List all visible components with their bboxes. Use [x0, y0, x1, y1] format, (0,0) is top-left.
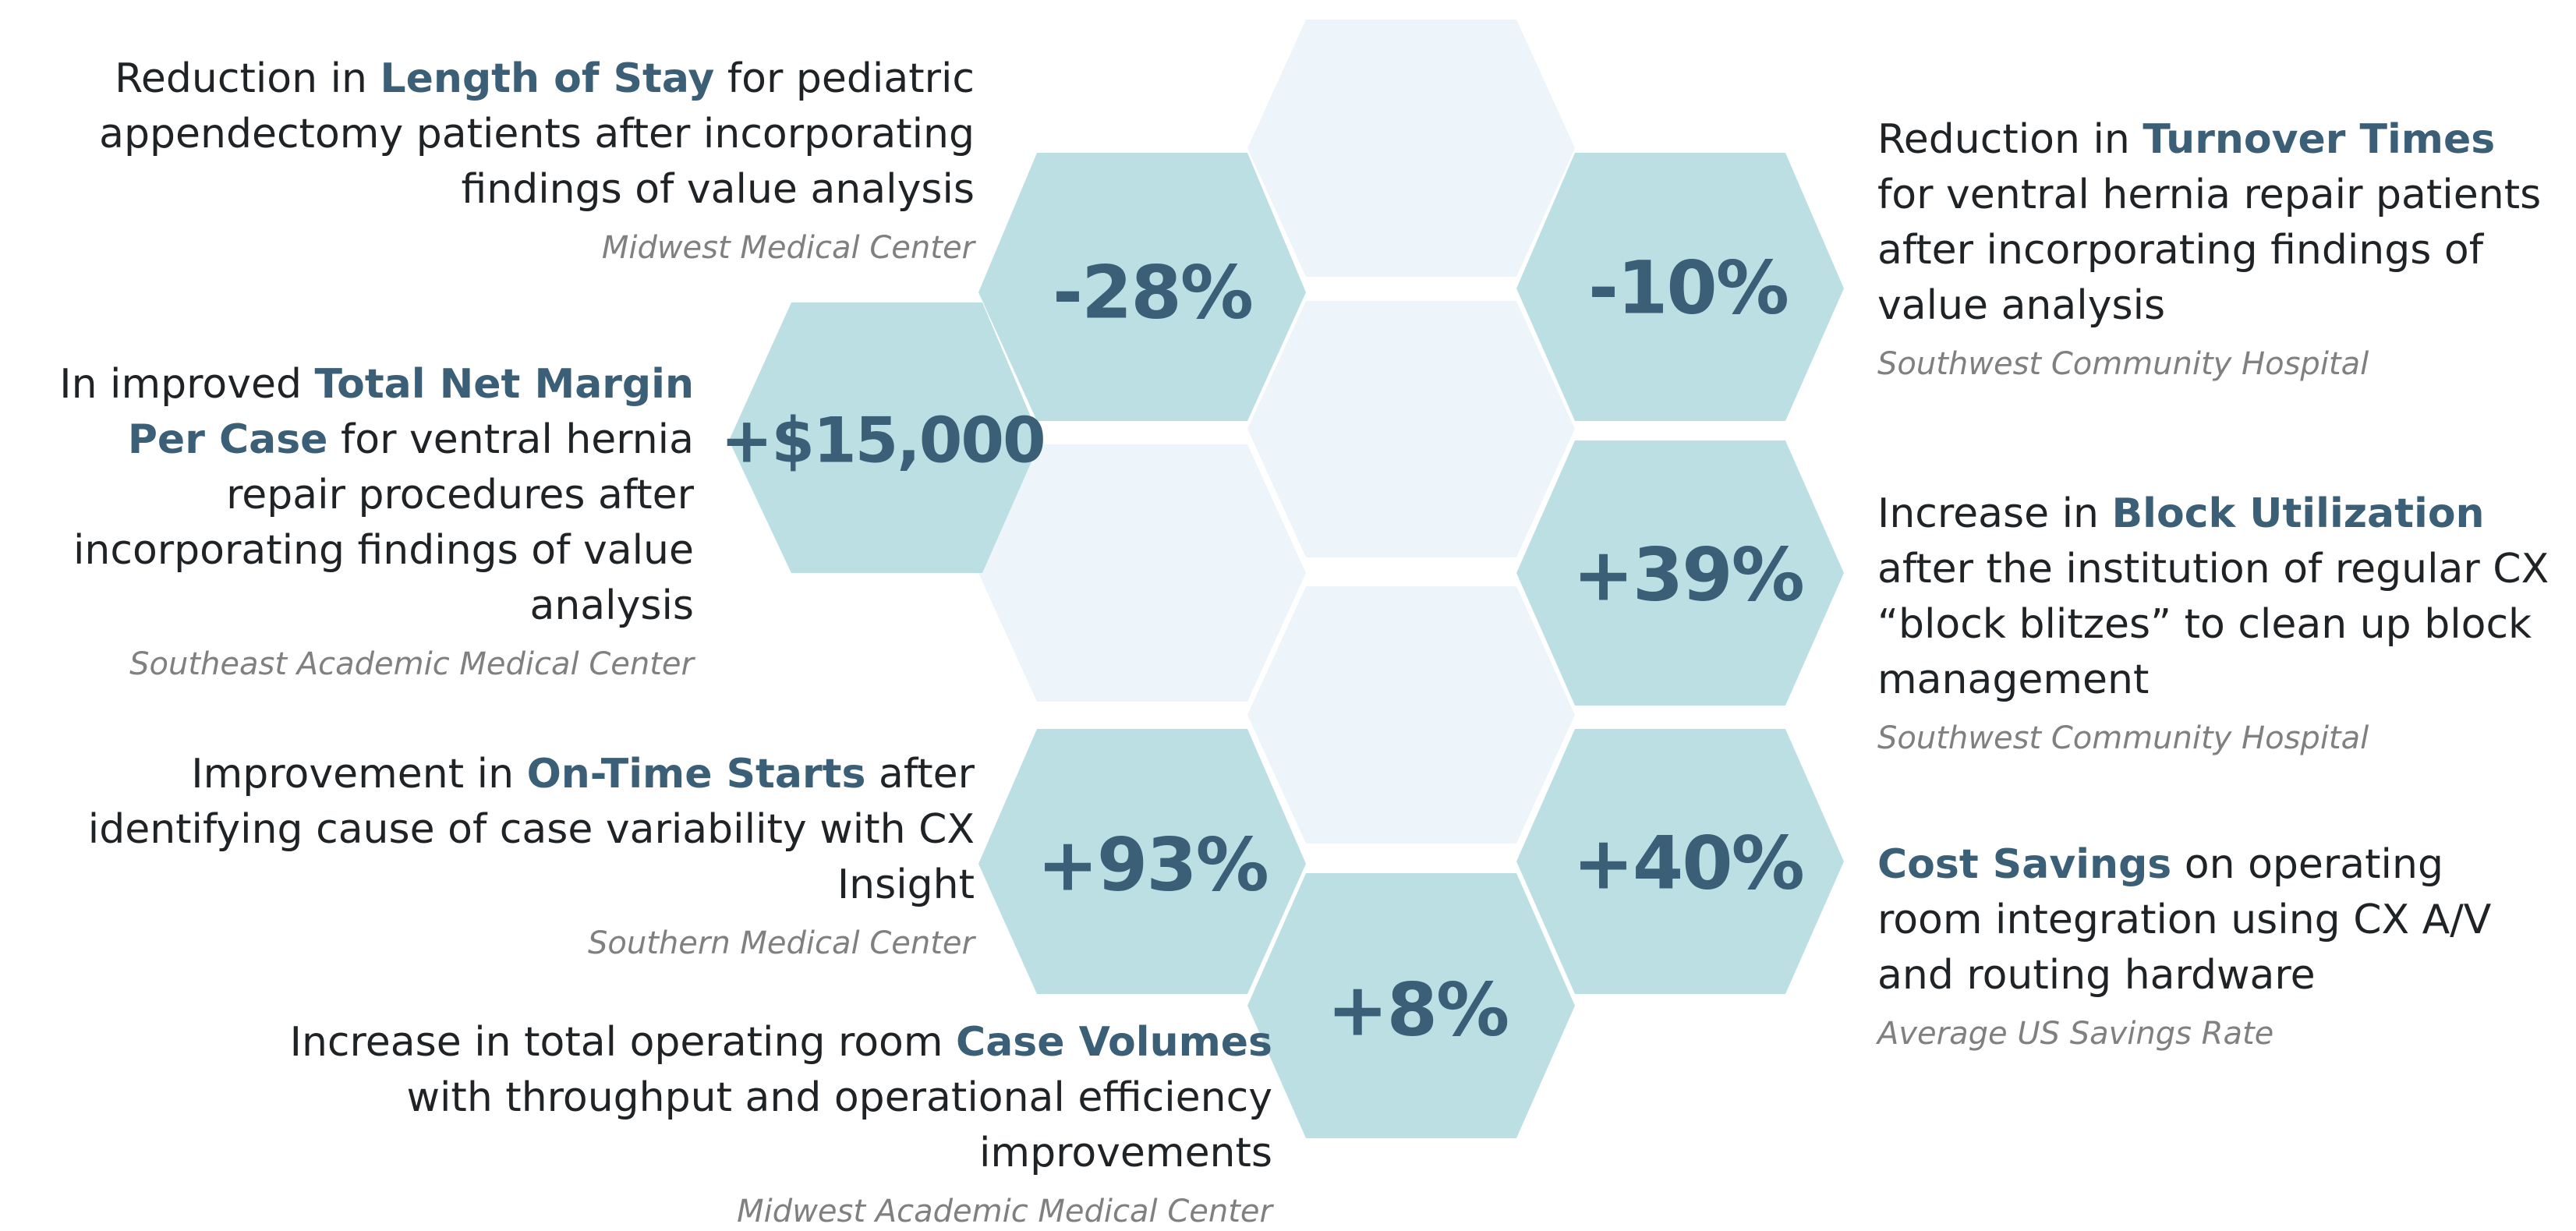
- stat-value: -28%: [1053, 251, 1252, 336]
- stat-value: +39%: [1573, 533, 1803, 618]
- callout-source: Southern Medical Center: [588, 925, 975, 961]
- callout-text: In improved Total Net Margin Per Case fo…: [59, 361, 694, 629]
- hexagon-decorative: [978, 444, 1306, 702]
- callout-turnover-times: Reduction in Turnover Times for ventral …: [1877, 112, 2564, 384]
- stat-hexagon-turnover-times: -10%: [1516, 153, 1844, 421]
- callout-case-volumes: Increase in total operating room Case Vo…: [196, 1015, 1272, 1231]
- callout-text: Reduction in Turnover Times for ventral …: [1877, 116, 2542, 329]
- callout-highlight: Case Volumes: [956, 1019, 1272, 1066]
- stat-value: +$15,000: [720, 405, 1044, 477]
- callout-source: Average US Savings Rate: [1877, 1016, 2274, 1052]
- callout-block-utilization: Increase in Block Utilization after the …: [1877, 486, 2564, 758]
- stat-value: +8%: [1327, 968, 1508, 1053]
- hexagon-cluster: -28% -10% +$15,000 +39% +93% +40% +8%: [720, 19, 1844, 1138]
- stat-value: +93%: [1037, 823, 1268, 908]
- callout-length-of-stay: Reduction in Length of Stay for pediatri…: [39, 51, 975, 267]
- callout-highlight: Turnover Times: [2143, 116, 2496, 163]
- hexagon-decorative: [1247, 19, 1575, 277]
- stat-hexagon-cost-savings: +40%: [1516, 729, 1844, 994]
- stat-hexagon-on-time-starts: +93%: [978, 729, 1306, 994]
- hexagon-decorative: [1247, 301, 1575, 557]
- callout-text: Improvement in On-Time Starts after iden…: [87, 751, 975, 908]
- stat-hexagon-net-margin: +$15,000: [720, 302, 1046, 573]
- callout-highlight: Total Net Margin Per Case: [127, 361, 694, 463]
- callout-on-time-starts: Improvement in On-Time Starts after iden…: [0, 747, 975, 963]
- stat-hexagon-block-utilization: +39%: [1516, 440, 1844, 706]
- callout-cost-savings: Cost Savings on operating room integrati…: [1877, 837, 2548, 1053]
- callout-highlight: On-Time Starts: [526, 751, 866, 798]
- callout-net-margin: In improved Total Net Margin Per Case fo…: [23, 357, 694, 684]
- callout-highlight: Cost Savings: [1877, 841, 2172, 888]
- stat-hexagon-case-volumes: +8%: [1247, 873, 1575, 1138]
- callout-highlight: Block Utilization: [2111, 490, 2485, 537]
- callout-text: Cost Savings on operating room integrati…: [1877, 841, 2492, 999]
- callout-text: Increase in total operating room Case Vo…: [289, 1019, 1272, 1176]
- stat-value: +40%: [1573, 822, 1803, 907]
- hexagon-decorative: [1247, 586, 1575, 844]
- callout-text: Increase in Block Utilization after the …: [1877, 490, 2549, 703]
- callout-highlight: Length of Stay: [380, 55, 715, 102]
- callout-source: Midwest Medical Center: [601, 230, 975, 266]
- callout-text: Reduction in Length of Stay for pediatri…: [99, 55, 975, 213]
- stat-hexagon-length-of-stay: -28%: [978, 153, 1306, 421]
- callout-source: Midwest Academic Medical Center: [737, 1194, 1272, 1229]
- callout-source: Southwest Community Hospital: [1877, 720, 2369, 756]
- callout-source: Southeast Academic Medical Center: [129, 646, 694, 682]
- stat-value: -10%: [1588, 246, 1788, 331]
- callout-source: Southwest Community Hospital: [1877, 346, 2369, 382]
